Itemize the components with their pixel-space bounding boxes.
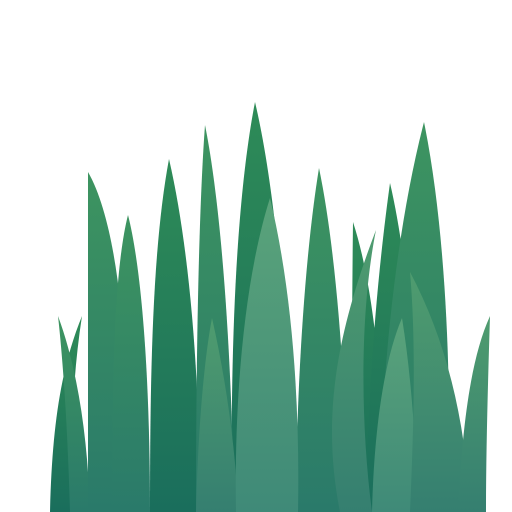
grass-blade	[410, 272, 470, 512]
grass-blade	[150, 159, 200, 512]
grass-blade	[235, 198, 299, 512]
grass-blade	[372, 318, 418, 512]
grass-blade	[196, 318, 238, 512]
grass-blade	[458, 316, 490, 512]
grass-blade	[112, 215, 150, 512]
grass-blade	[58, 316, 90, 512]
grass-blade	[331, 230, 376, 512]
